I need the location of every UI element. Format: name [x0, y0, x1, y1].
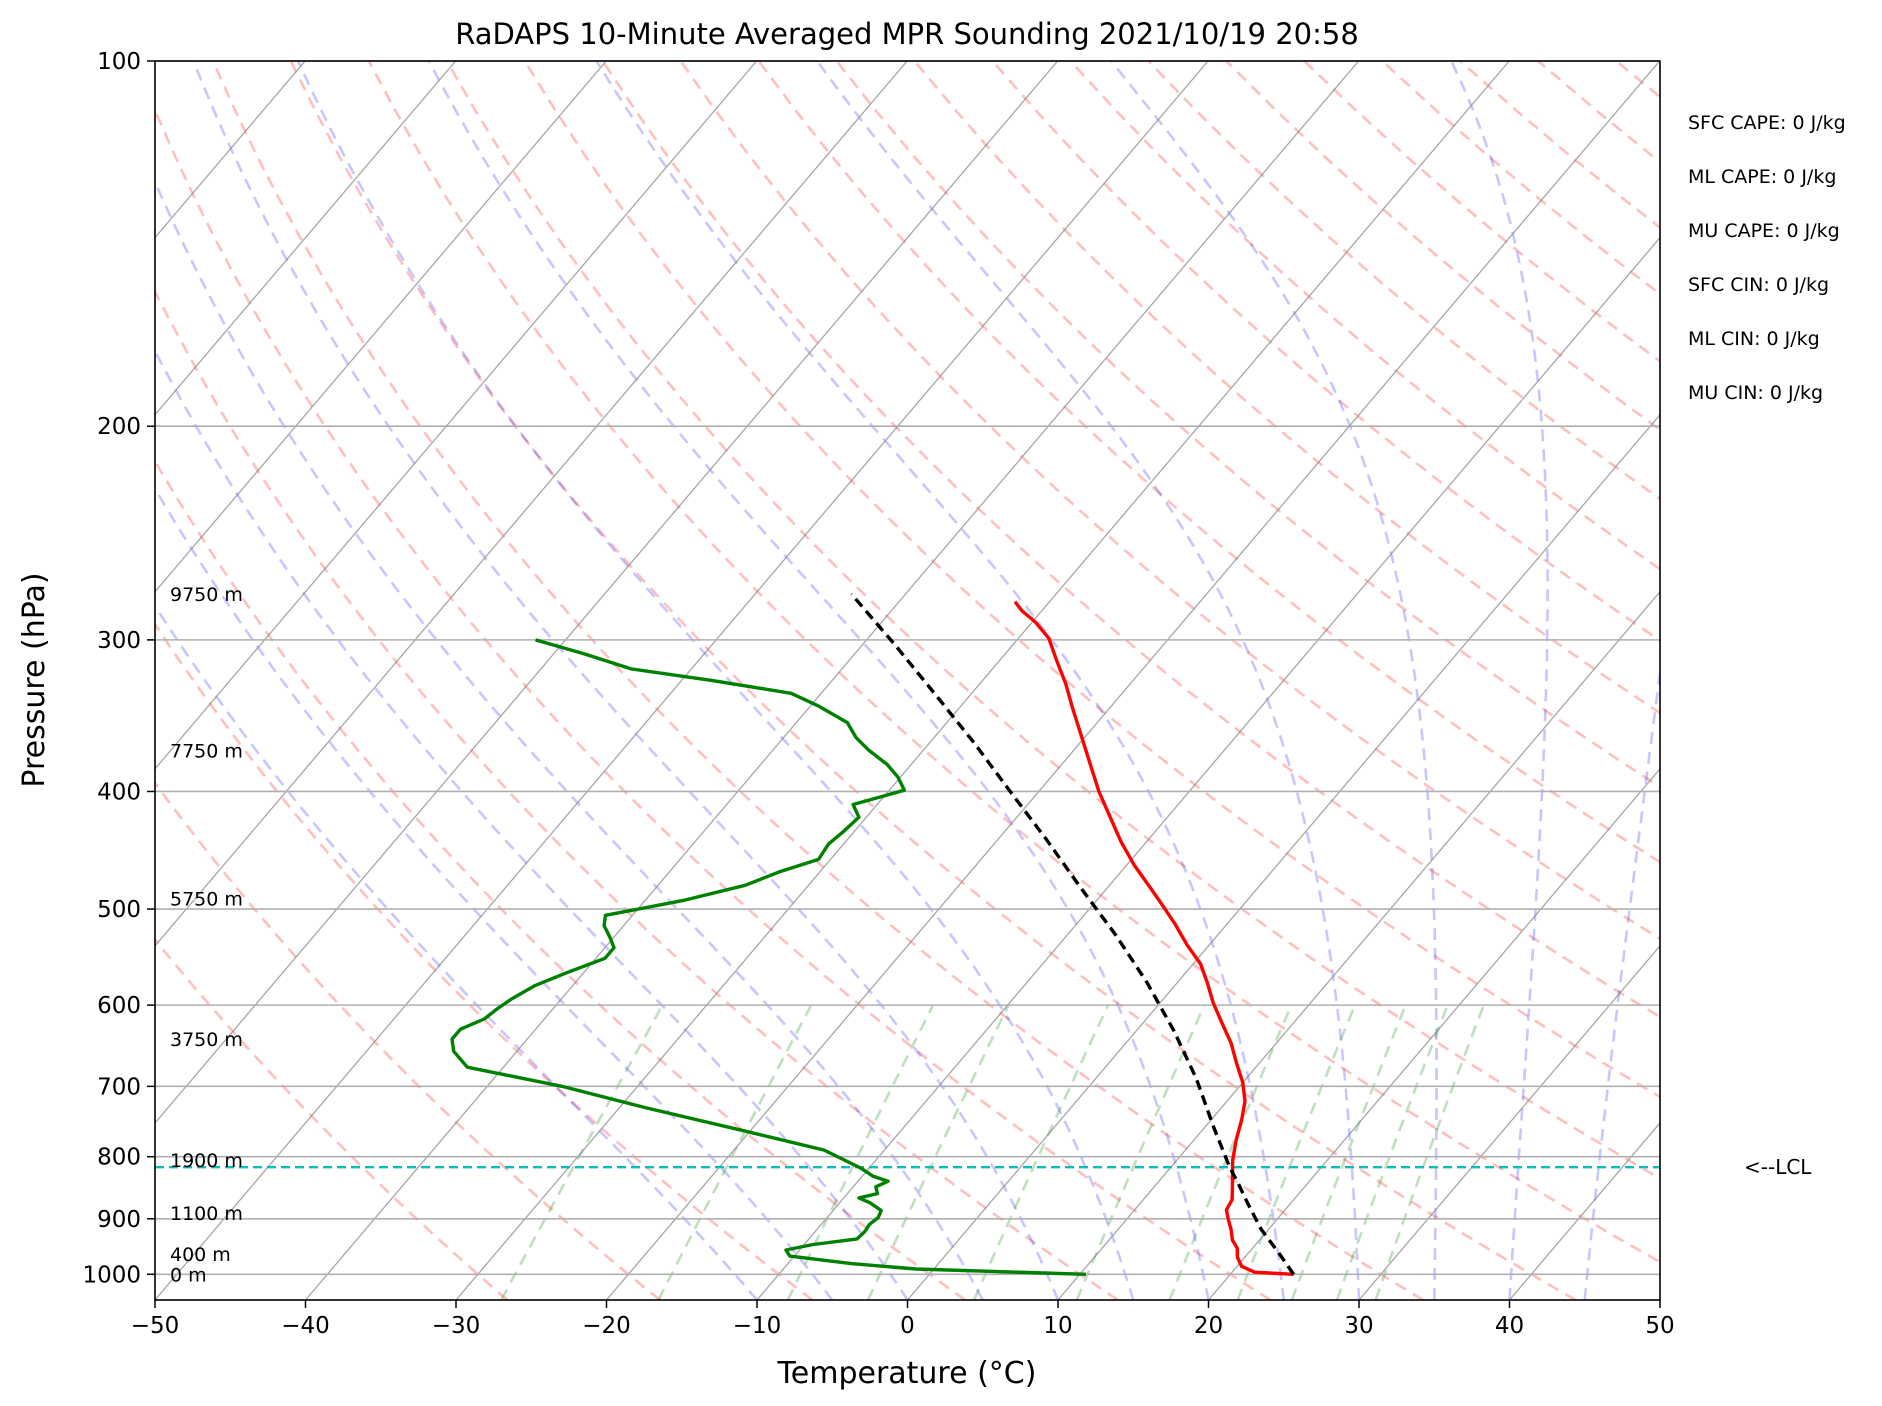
y-tick-label: 700 — [97, 1074, 141, 1100]
height-label: 5750 m — [170, 888, 243, 910]
dry-adiabat — [913, 61, 1660, 715]
mixing-ratio-line — [1335, 1004, 1449, 1300]
dry-adiabat — [835, 61, 1660, 789]
y-tick-label: 300 — [97, 628, 141, 654]
y-tick-label: 100 — [97, 49, 141, 75]
x-tick-label: 10 — [1043, 1313, 1072, 1339]
isotherm — [756, 236, 1660, 1300]
mixing-ratio-line — [786, 1004, 935, 1300]
mixing-ratio-line — [1075, 1004, 1206, 1300]
dry-adiabat — [367, 61, 1660, 1264]
index-label: SFC CIN: 0 J/kg — [1688, 274, 1829, 296]
height-label: 7750 m — [170, 740, 243, 762]
dry-adiabat — [289, 61, 1577, 1300]
x-axis-label: Temperature (°C) — [777, 1356, 1037, 1391]
dry-adiabat — [1772, 61, 1882, 1300]
y-tick-label: 200 — [97, 414, 141, 440]
y-axis-label: Pressure (hPa) — [17, 572, 52, 787]
mixing-ratio-line — [1290, 1004, 1407, 1300]
isotherm — [155, 61, 457, 416]
index-label: MU CIN: 0 J/kg — [1688, 382, 1823, 404]
isotherm — [155, 61, 1209, 1300]
isotherm — [155, 61, 1059, 1124]
dry-adiabat — [155, 288, 1119, 1300]
moist-adiabat — [296, 61, 1135, 1300]
dry-adiabat — [211, 61, 1424, 1300]
isotherm — [155, 61, 607, 593]
isotherm — [305, 61, 1360, 1300]
x-tick-label: −20 — [582, 1313, 631, 1339]
mixing-ratio-line — [500, 1004, 664, 1300]
height-label: 0 m — [170, 1264, 207, 1286]
plot-background — [155, 61, 1660, 1300]
y-tick-label: 1000 — [82, 1262, 141, 1288]
moist-adiabat — [1110, 61, 1438, 1300]
isotherm — [1057, 590, 1660, 1300]
height-label: 9750 m — [170, 584, 243, 606]
parcel-path-line — [850, 592, 1295, 1276]
x-tick-label: 50 — [1645, 1313, 1674, 1339]
temperature-profile-line — [1013, 600, 1294, 1276]
height-label: 1900 m — [170, 1150, 243, 1172]
x-tick-label: −10 — [733, 1313, 782, 1339]
x-tick-label: −40 — [281, 1313, 330, 1339]
height-label: 3750 m — [170, 1029, 243, 1051]
isotherm — [155, 61, 908, 947]
isotherm — [1358, 944, 1660, 1300]
moist-adiabat — [1450, 61, 1549, 1300]
x-tick-label: 0 — [900, 1313, 915, 1339]
mixing-ratio-line — [657, 1004, 813, 1300]
mixing-ratio-line — [1374, 1004, 1486, 1300]
y-tick-label: 800 — [97, 1145, 141, 1171]
height-label: 1100 m — [170, 1203, 243, 1225]
isotherm — [1659, 1298, 1660, 1300]
isotherm — [606, 61, 1660, 1300]
isotherm — [1811, 61, 1882, 1300]
y-tick-label: 500 — [97, 897, 141, 923]
lcl-label: <--LCL — [1744, 1155, 1812, 1179]
x-tick-label: −50 — [131, 1313, 180, 1339]
index-label: MU CAPE: 0 J/kg — [1688, 220, 1840, 242]
mixing-ratio-line — [1236, 1004, 1357, 1300]
dry-adiabat — [155, 780, 661, 1300]
y-tick-label: 400 — [97, 779, 141, 805]
index-label: ML CAPE: 0 J/kg — [1688, 166, 1836, 188]
y-tick-label: 600 — [97, 993, 141, 1019]
dry-adiabat — [1694, 61, 1882, 1300]
index-label: ML CIN: 0 J/kg — [1688, 328, 1820, 350]
mixing-ratio-line — [866, 1004, 1010, 1300]
isotherm — [1208, 767, 1660, 1300]
y-tick-label: 900 — [97, 1207, 141, 1233]
x-tick-label: 40 — [1495, 1313, 1524, 1339]
dry-adiabat — [601, 61, 1660, 1019]
x-tick-label: 30 — [1344, 1313, 1373, 1339]
moist-adiabat — [427, 61, 1210, 1300]
dry-adiabat — [445, 61, 1660, 1180]
dry-adiabat — [155, 937, 509, 1300]
mixing-ratio-line — [1168, 1004, 1293, 1300]
chart-title: RaDAPS 10-Minute Averaged MPR Sounding 2… — [455, 17, 1359, 51]
index-label: SFC CAPE: 0 J/kg — [1688, 112, 1846, 134]
dry-adiabat — [155, 621, 814, 1300]
moist-adiabat — [595, 61, 1286, 1300]
dewpoint-profile-line — [450, 638, 1086, 1276]
moist-adiabat — [1583, 662, 1660, 1300]
isotherm — [155, 61, 758, 770]
moist-adiabat — [155, 348, 909, 1300]
isotherm — [907, 413, 1660, 1300]
moist-adiabat — [816, 61, 1361, 1300]
mixing-ratio-line — [972, 1004, 1110, 1300]
isotherm — [0, 61, 4, 1300]
dry-adiabat — [155, 106, 1272, 1300]
isotherm — [455, 61, 1510, 1300]
dry-adiabat — [991, 61, 1660, 643]
height-label: 400 m — [170, 1244, 231, 1266]
x-tick-label: 20 — [1194, 1313, 1223, 1339]
x-tick-label: −30 — [432, 1313, 481, 1339]
